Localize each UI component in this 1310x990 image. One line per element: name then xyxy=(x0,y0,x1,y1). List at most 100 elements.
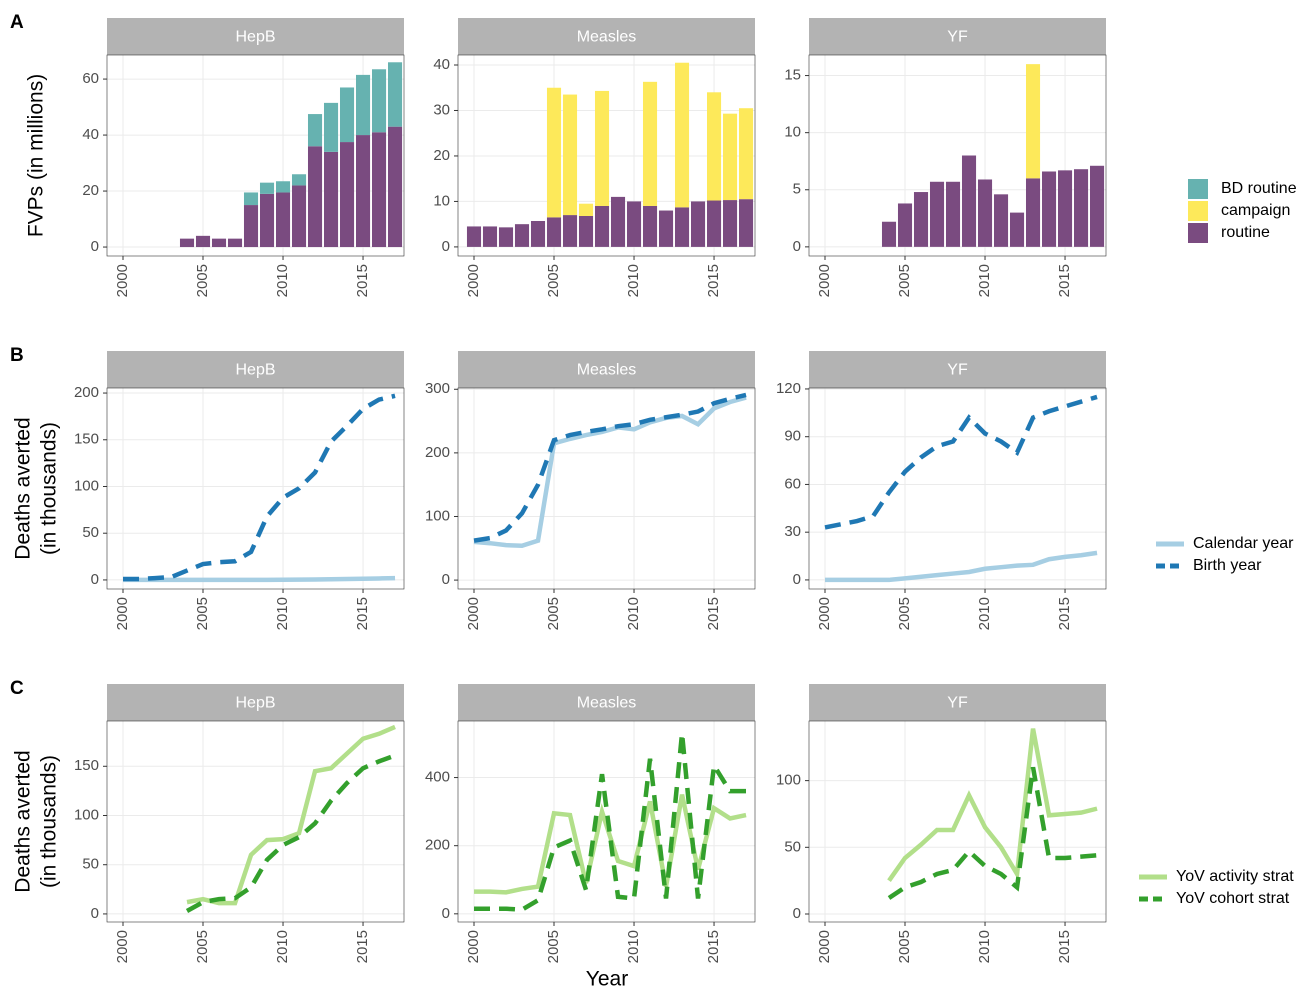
bar xyxy=(195,235,211,248)
bar xyxy=(275,192,291,248)
y-axis-title: FVPs (in millions) xyxy=(25,74,48,237)
line xyxy=(473,395,747,549)
x-tick-label: 2000 xyxy=(114,597,131,630)
panel-background xyxy=(809,388,1106,589)
x-tick-label: 2000 xyxy=(816,930,833,963)
bar xyxy=(562,94,578,216)
x-tick-label: 2010 xyxy=(625,930,642,963)
line xyxy=(186,724,396,906)
x-tick-label: 2005 xyxy=(545,930,562,963)
x-tick-label: 2000 xyxy=(465,264,482,297)
x-tick-label: 2010 xyxy=(976,930,993,963)
x-tick-label: 2000 xyxy=(465,597,482,630)
bar xyxy=(993,194,1009,247)
bar xyxy=(1009,212,1025,247)
bar xyxy=(291,185,307,248)
legend-label: YoV activity strat xyxy=(1176,868,1294,885)
y-tick-label: 40 xyxy=(82,126,99,143)
bar xyxy=(562,215,578,247)
y-axis-title: Deaths averted xyxy=(12,750,35,892)
bar xyxy=(674,62,690,208)
bar xyxy=(243,205,259,248)
legend-label: BD routine xyxy=(1221,180,1297,197)
bar xyxy=(227,238,243,248)
bar xyxy=(275,181,291,193)
bar xyxy=(259,193,275,248)
bar xyxy=(387,62,403,127)
bar xyxy=(738,108,754,200)
x-tick-label: 2000 xyxy=(465,930,482,963)
x-tick-label: 2000 xyxy=(816,597,833,630)
x-tick-label: 2015 xyxy=(1056,597,1073,630)
bar xyxy=(546,87,562,218)
bar xyxy=(466,226,482,247)
bar xyxy=(722,113,738,201)
bar xyxy=(1041,171,1057,247)
panel-title: Measles xyxy=(577,695,637,712)
panel-title: YF xyxy=(947,695,968,712)
x-tick-label: 2005 xyxy=(896,264,913,297)
bar xyxy=(706,200,722,247)
y-axis-title: (in thousands) xyxy=(38,755,61,888)
bar xyxy=(339,142,355,248)
x-tick-label: 2015 xyxy=(705,597,722,630)
strip xyxy=(458,18,755,55)
strip xyxy=(107,684,404,721)
y-tick-label: 50 xyxy=(82,856,99,873)
y-tick-label: 50 xyxy=(82,524,99,541)
x-axis-title: Year xyxy=(586,968,628,990)
panel-border xyxy=(808,720,1107,923)
bar xyxy=(642,205,658,247)
y-tick-label: 100 xyxy=(74,806,99,823)
line xyxy=(123,393,396,582)
bar xyxy=(323,102,339,152)
x-tick-label: 2015 xyxy=(1056,930,1073,963)
x-tick-label: 2015 xyxy=(705,930,722,963)
strip xyxy=(809,351,1106,388)
y-tick-label: 150 xyxy=(74,757,99,774)
bar xyxy=(1089,165,1105,247)
y-tick-label: 0 xyxy=(793,571,801,588)
bar xyxy=(578,203,594,216)
x-tick-label: 2005 xyxy=(545,597,562,630)
panel-title: HepB xyxy=(235,362,275,379)
panel-border xyxy=(106,387,405,590)
panel-border xyxy=(808,54,1107,257)
panel-border xyxy=(457,54,756,257)
legend-label: Calendar year xyxy=(1193,535,1294,552)
y-tick-label: 10 xyxy=(433,192,450,209)
legend-label: routine xyxy=(1221,224,1270,241)
y-tick-label: 100 xyxy=(74,477,99,494)
panel-title: YF xyxy=(947,362,968,379)
line xyxy=(185,753,396,913)
x-tick-label: 2005 xyxy=(194,264,211,297)
bar xyxy=(307,114,323,147)
panel-border xyxy=(457,720,756,923)
x-tick-label: 2010 xyxy=(274,930,291,963)
bar xyxy=(929,181,945,247)
bar xyxy=(610,196,626,247)
y-axis-title: Deaths averted xyxy=(12,417,35,559)
y-tick-label: 0 xyxy=(91,571,99,588)
y-tick-label: 0 xyxy=(793,905,801,922)
bar xyxy=(387,126,403,248)
panel-tag: C xyxy=(10,678,24,699)
legend-label: Birth year xyxy=(1193,557,1262,574)
x-tick-label: 2005 xyxy=(545,264,562,297)
bar xyxy=(546,217,562,247)
y-tick-label: 0 xyxy=(793,238,801,255)
x-tick-label: 2005 xyxy=(896,597,913,630)
panel-border xyxy=(808,387,1107,590)
y-tick-label: 120 xyxy=(776,380,801,397)
bar xyxy=(1073,169,1089,247)
bar xyxy=(1025,64,1041,179)
panel-title: YF xyxy=(947,29,968,46)
strip xyxy=(107,18,404,55)
bar xyxy=(658,210,674,247)
panel-background xyxy=(107,721,404,922)
y-tick-label: 40 xyxy=(433,56,450,73)
y-tick-label: 150 xyxy=(74,431,99,448)
x-tick-label: 2010 xyxy=(976,264,993,297)
x-tick-label: 2015 xyxy=(1056,264,1073,297)
bar xyxy=(211,238,227,248)
